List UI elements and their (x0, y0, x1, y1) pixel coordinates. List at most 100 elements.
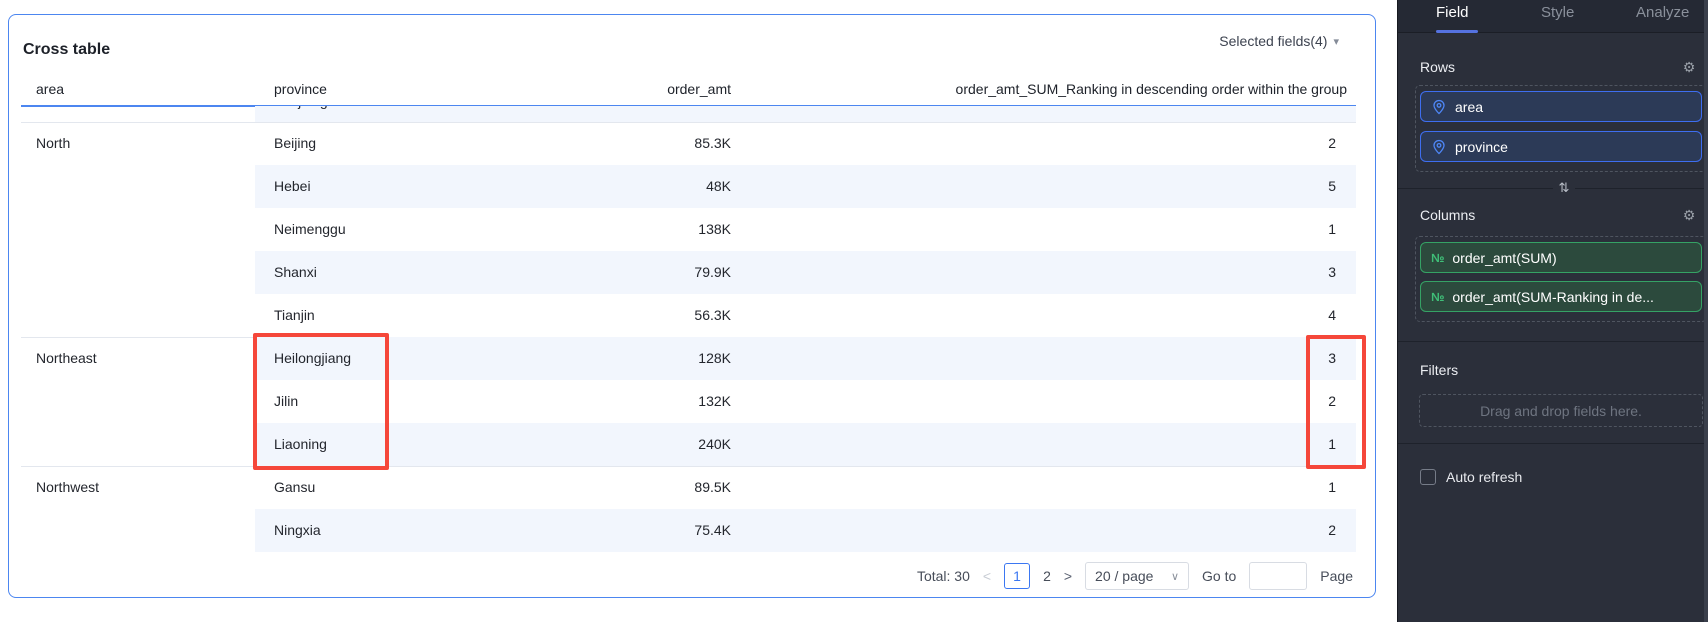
page-button-2[interactable]: 2 (1043, 568, 1051, 584)
cell-order-amt: 128K (698, 350, 731, 366)
column-header-ranking: order_amt_SUM_Ranking in descending orde… (955, 81, 1347, 97)
field-pill-order-amt-ranking[interactable]: № order_amt(SUM-Ranking in de... (1420, 281, 1702, 312)
pagination-bar: Total: 30 < 1 2 > 20 / page ∨ Go to Page (917, 561, 1353, 591)
selected-fields-dropdown[interactable]: Selected fields(4) ▾ (1219, 33, 1339, 49)
auto-refresh-checkbox[interactable] (1420, 469, 1436, 485)
gear-icon[interactable]: ⚙ (1682, 207, 1696, 223)
cell-order-amt: 85.3K (694, 135, 731, 151)
numeric-field-icon: № (1431, 289, 1445, 304)
cell-rank: 5 (1328, 178, 1336, 194)
next-page-button[interactable]: > (1063, 568, 1073, 584)
cell-province: Liaoning (274, 436, 327, 452)
prev-page-button[interactable]: < (982, 568, 992, 584)
swap-rows-columns-icon: ⇅ (1553, 180, 1575, 196)
goto-page-input[interactable] (1249, 562, 1308, 590)
cell-rank: 1 (1328, 479, 1336, 495)
sidebar-scrollbar[interactable] (1704, 0, 1708, 622)
cell-province: Beijing (274, 135, 317, 151)
cell-rank: 2 (1328, 522, 1336, 538)
page-size-select[interactable]: 20 / page ∨ (1085, 562, 1190, 590)
cell-order-amt: 75.4K (694, 522, 731, 538)
cell-rank: 3 (1328, 350, 1336, 366)
cell-rank: 2 (1328, 135, 1336, 151)
gear-icon[interactable]: ⚙ (1682, 59, 1696, 75)
highlight-box-provinces (253, 333, 389, 470)
section-divider (1398, 341, 1708, 342)
cell-province: Ningxia (274, 522, 321, 538)
cell-rank: 2 (1328, 393, 1336, 409)
selected-fields-label: Selected fields(4) (1219, 33, 1328, 49)
cell-province: Heilongjiang (274, 350, 352, 366)
filters-dropzone[interactable]: Drag and drop fields here. (1419, 394, 1703, 427)
tab-analyze[interactable]: Analyze (1636, 4, 1690, 21)
chevron-down-icon: ∨ (1170, 570, 1180, 583)
field-pill-label: area (1455, 98, 1484, 115)
cell-order-amt: 132K (698, 393, 731, 409)
field-pill-label: province (1455, 138, 1508, 155)
cell-order-amt: 56.3K (694, 307, 731, 323)
table-row-clipped: Zhejiang (9, 106, 1375, 122)
field-pill-province[interactable]: province (1420, 131, 1702, 162)
field-pill-label: order_amt(SUM) (1452, 249, 1557, 266)
column-header-province: province (274, 81, 327, 97)
field-pill-area[interactable]: area (1420, 91, 1702, 122)
table-row: Neimenggu 138K 1 (9, 208, 1375, 251)
highlight-box-ranks (1306, 335, 1366, 469)
cell-province: Gansu (274, 479, 316, 495)
tab-style[interactable]: Style (1541, 4, 1575, 21)
card-title: Cross table (23, 41, 111, 58)
cell-order-amt: 48K (706, 178, 731, 194)
table-row: Gansu 89.5K 1 (9, 466, 1375, 509)
page-size-value: 20 / page (1095, 568, 1154, 584)
table-row: Ningxia 75.4K 2 (9, 509, 1375, 552)
chevron-down-icon: ▾ (1333, 35, 1339, 48)
rows-section-label: Rows (1420, 59, 1456, 75)
cross-table-card: Cross table Selected fields(4) ▾ area pr… (8, 14, 1376, 598)
cell-province: Zhejiang (274, 106, 328, 122)
group-separator (21, 122, 1356, 123)
auto-refresh-label: Auto refresh (1446, 469, 1523, 485)
table-row: Jilin 132K 2 (9, 380, 1375, 423)
cell-rank: 1 (1328, 221, 1336, 237)
cell-order-amt: 79.9K (694, 264, 731, 280)
cell-province: Hebei (274, 178, 311, 194)
group-separator (21, 466, 1356, 467)
table-row: Hebei 48K 5 (9, 165, 1375, 208)
table-row: Tianjin 56.3K 4 (9, 294, 1375, 337)
tab-field[interactable]: Field (1436, 4, 1469, 21)
page-label: Page (1320, 568, 1353, 584)
pagination-total: Total: 30 (916, 568, 970, 584)
table-row: Liaoning 240K 1 (9, 423, 1375, 466)
cell-rank: 3 (1328, 264, 1336, 280)
table-row: Beijing 85.3K 2 (9, 122, 1375, 165)
cell-province: Jilin (274, 393, 299, 409)
section-divider (1398, 443, 1708, 444)
area-group-label: North (36, 135, 71, 151)
table-row: Heilongjiang 128K 3 (9, 337, 1375, 380)
cell-order-amt: 240K (698, 436, 731, 452)
column-header-order-amt: order_amt (667, 81, 731, 97)
column-header-area: area (36, 81, 65, 97)
cell-province: Shanxi (274, 264, 317, 280)
cell-order-amt: 89.5K (694, 479, 731, 495)
cell-order-amt: 138K (698, 221, 731, 237)
area-group-label: Northeast (36, 350, 97, 366)
numeric-field-icon: № (1431, 250, 1445, 265)
filters-section-label: Filters (1420, 362, 1459, 378)
cell-province: Neimenggu (274, 221, 346, 237)
field-pill-label: order_amt(SUM-Ranking in de... (1452, 288, 1654, 305)
location-pin-icon (1433, 99, 1445, 114)
location-pin-icon (1433, 139, 1445, 154)
page-button-1[interactable]: 1 (1004, 563, 1031, 589)
cell-rank: 1 (1328, 436, 1336, 452)
field-pill-order-amt-sum[interactable]: № order_amt(SUM) (1420, 242, 1702, 273)
goto-label: Go to (1202, 568, 1237, 584)
sidebar-tabbar: Field Style Analyze (1398, 0, 1708, 33)
area-group-label: Northwest (36, 479, 100, 495)
table-row: Shanxi 79.9K 3 (9, 251, 1375, 294)
cell-province: Tianjin (274, 307, 315, 323)
field-config-sidebar: Field Style Analyze Rows ⚙ area province… (1397, 0, 1708, 622)
cell-rank: 4 (1328, 307, 1336, 323)
columns-section-label: Columns (1420, 207, 1476, 223)
active-tab-indicator (1436, 30, 1478, 33)
